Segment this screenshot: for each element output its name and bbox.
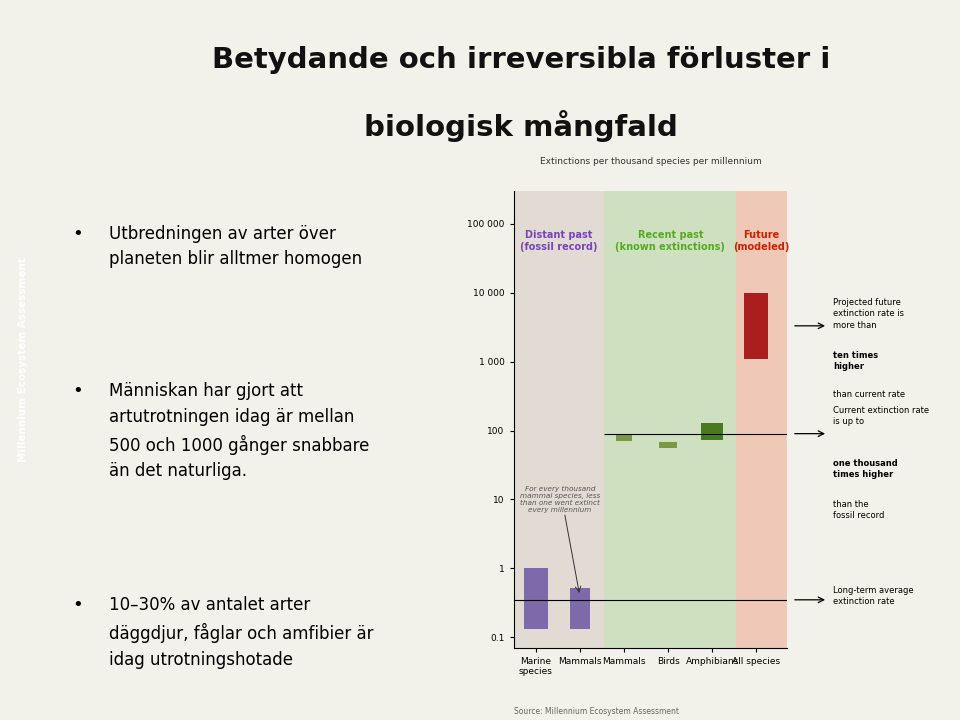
Text: ten times
higher: ten times higher [833, 351, 878, 371]
Text: 10–30% av antalet arter
däggdjur, fåglar och amfibier är
idag utrotningshotade: 10–30% av antalet arter däggdjur, fåglar… [109, 596, 373, 669]
Text: •: • [73, 596, 84, 614]
Text: than the
fossil record: than the fossil record [833, 500, 884, 520]
Text: one thousand
times higher: one thousand times higher [833, 459, 898, 479]
Text: •: • [73, 382, 84, 400]
Bar [523, 568, 548, 629]
Text: Source: Millennium Ecosystem Assessment: Source: Millennium Ecosystem Assessment [514, 708, 679, 716]
Text: than current rate: than current rate [833, 390, 905, 399]
Text: Long-term average
extinction rate: Long-term average extinction rate [833, 586, 913, 606]
Text: Projected future
extinction rate is
more than: Projected future extinction rate is more… [833, 298, 903, 330]
Bar [736, 191, 787, 648]
Text: •: • [73, 225, 84, 243]
Text: Current extinction rate
is up to: Current extinction rate is up to [833, 406, 929, 426]
Text: Människan har gjort att
artutrotningen idag är mellan
500 och 1000 gånger snabba: Människan har gjort att artutrotningen i… [109, 382, 370, 480]
Text: Recent past
(known extinctions): Recent past (known extinctions) [615, 230, 725, 252]
Bar [615, 435, 633, 441]
Bar [604, 191, 736, 648]
Bar [744, 292, 768, 359]
Text: For every thousand
mammal species, less
than one went extinct
every millennium: For every thousand mammal species, less … [519, 486, 600, 513]
Text: Distant past
(fossil record): Distant past (fossil record) [520, 230, 597, 252]
Bar [701, 423, 723, 441]
Text: Betydande och irreversibla förluster i: Betydande och irreversibla förluster i [211, 45, 830, 73]
Text: Extinctions per thousand species per millennium: Extinctions per thousand species per mil… [540, 157, 761, 166]
Text: Future
(modeled): Future (modeled) [733, 230, 790, 252]
Text: Utbredningen av arter över
planeten blir alltmer homogen: Utbredningen av arter över planeten blir… [109, 225, 362, 269]
Text: Millennium Ecosystem Assessment: Millennium Ecosystem Assessment [17, 258, 28, 462]
Bar [514, 191, 604, 648]
Bar [660, 442, 677, 449]
Text: biologisk mångfald: biologisk mångfald [364, 109, 678, 142]
Bar [570, 588, 589, 629]
